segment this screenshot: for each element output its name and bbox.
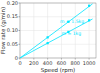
tick-label: 600 [57, 60, 67, 66]
chart: 0 200 400 6008001000 0 0.05 0.10 0.15 0.20 m = 1.… [0, 0, 100, 73]
series-label: m = 1.5kg [60, 19, 84, 24]
data-point [47, 36, 49, 38]
series-line [20, 4, 93, 58]
grid-line [20, 30, 96, 31]
tick-label: 800 [70, 60, 80, 66]
plot-area [20, 4, 93, 58]
data-point [88, 19, 90, 21]
data-point [47, 42, 49, 44]
series-line [20, 19, 93, 58]
tick-label: 1000 [83, 60, 96, 66]
tick-label: 0.05 [7, 41, 18, 47]
data-point [88, 5, 90, 7]
y-axis-label: Flow rate (g/min) [0, 7, 7, 54]
tick-label: 0.10 [7, 27, 18, 33]
plot-frame [20, 3, 96, 58]
tick-label: 200 [29, 60, 39, 66]
grid-line [20, 16, 96, 17]
tick-label: 0 [18, 60, 21, 66]
tick-label: 0.15 [7, 13, 18, 19]
tick-label: 400 [43, 60, 53, 66]
x-axis-label: Speed (rpm) [41, 67, 75, 73]
grid-line [20, 44, 96, 45]
tick-label: 0.20 [7, 0, 18, 6]
series-label: m = 1kg [61, 31, 81, 36]
tick-label: 0 [15, 55, 18, 61]
